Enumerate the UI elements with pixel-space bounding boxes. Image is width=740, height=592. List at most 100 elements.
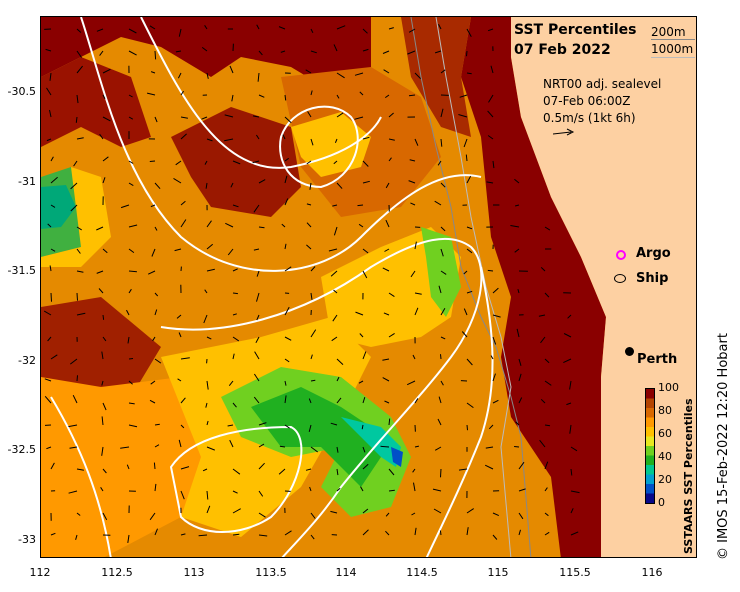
current-vector (414, 72, 421, 79)
current-vector (309, 182, 312, 190)
current-vector (128, 28, 137, 34)
current-vector (258, 226, 265, 229)
y-tick-label: -30.5 (7, 85, 36, 98)
current-vector (362, 351, 367, 360)
current-vector (407, 50, 416, 55)
current-vector (330, 510, 338, 514)
current-vector (177, 72, 182, 79)
current-vector (569, 424, 572, 434)
current-vector (150, 380, 156, 385)
green-core-south (251, 387, 381, 487)
sealevel-contour-2 (140, 17, 382, 169)
current-vector (50, 176, 58, 184)
current-vector (128, 402, 135, 405)
current-vector (414, 292, 422, 295)
current-vector (544, 226, 551, 231)
current-vector (336, 446, 339, 453)
current-vector (206, 490, 209, 500)
current-vector (224, 138, 234, 142)
current-vector (544, 461, 549, 470)
current-vector (102, 314, 105, 320)
y-tick-label: -32.5 (7, 443, 36, 456)
current-vector (362, 270, 368, 279)
current-vector (205, 402, 208, 408)
current-vector (225, 222, 234, 228)
current-vector (388, 27, 394, 30)
current-vector (232, 268, 238, 272)
current-vector (570, 468, 573, 476)
current-vector (540, 398, 546, 404)
current-vector (154, 444, 160, 448)
current-vector (76, 248, 81, 254)
depth-label-1000m: 1000m (651, 42, 694, 56)
current-vector (154, 423, 160, 426)
current-vector (49, 109, 52, 118)
current-vector (388, 468, 395, 476)
current-vector (96, 270, 104, 274)
current-vector (99, 133, 104, 140)
current-vector (278, 26, 286, 30)
current-vector (359, 333, 364, 338)
current-vector (362, 463, 369, 470)
current-vector (47, 336, 52, 342)
current-vector (354, 72, 364, 76)
current-vector (128, 50, 137, 56)
hot-coastal-band (461, 17, 606, 557)
current-vector (204, 160, 208, 165)
current-vector (309, 486, 312, 492)
current-vector (355, 311, 364, 316)
current-vector (544, 424, 551, 427)
current-vector (258, 490, 264, 497)
current-vector (206, 420, 209, 426)
current-vector (206, 72, 209, 79)
current-vector (440, 226, 446, 232)
current-vector (227, 248, 234, 256)
current-vector (232, 160, 241, 165)
current-vector (45, 48, 52, 52)
current-vector (384, 400, 390, 404)
current-vector (362, 529, 369, 536)
current-vector (175, 50, 182, 53)
current-vector (310, 446, 318, 453)
current-vector (466, 508, 474, 514)
current-vector (73, 160, 78, 167)
current-vector (362, 446, 366, 453)
current-vector (385, 512, 390, 517)
legend-ship: Ship (636, 271, 669, 286)
current-vector (229, 65, 234, 74)
current-vector (466, 290, 473, 294)
current-vector (76, 312, 86, 316)
current-vector (75, 534, 78, 540)
current-vector (254, 351, 260, 360)
current-vector (154, 483, 157, 492)
current-vector (385, 182, 390, 189)
current-vector (362, 248, 369, 254)
current-vector (440, 354, 442, 360)
current-vector (154, 292, 159, 297)
current-vector (567, 314, 572, 319)
current-vector (438, 396, 442, 404)
current-vector (410, 270, 416, 278)
current-vector (563, 333, 572, 338)
current-vector (466, 72, 472, 75)
current-vector (408, 94, 416, 97)
current-vector (463, 308, 468, 316)
current-vector (50, 248, 56, 252)
current-vector (461, 331, 468, 338)
yellow-region-north-eddy (291, 112, 371, 177)
sealevel-contour-4 (50, 396, 112, 557)
current-vector (310, 292, 313, 300)
current-vector (102, 468, 107, 474)
current-vector (438, 285, 442, 294)
current-vector (46, 87, 52, 96)
current-vector (256, 314, 260, 321)
current-vector (258, 179, 266, 184)
current-vector (388, 157, 392, 162)
current-vector (384, 248, 390, 252)
current-vector (385, 94, 390, 99)
current-vector (152, 336, 156, 342)
current-vector (306, 244, 312, 250)
current-vector (128, 160, 134, 164)
current-vector (362, 160, 369, 167)
x-tick-label: 115 (487, 566, 509, 579)
